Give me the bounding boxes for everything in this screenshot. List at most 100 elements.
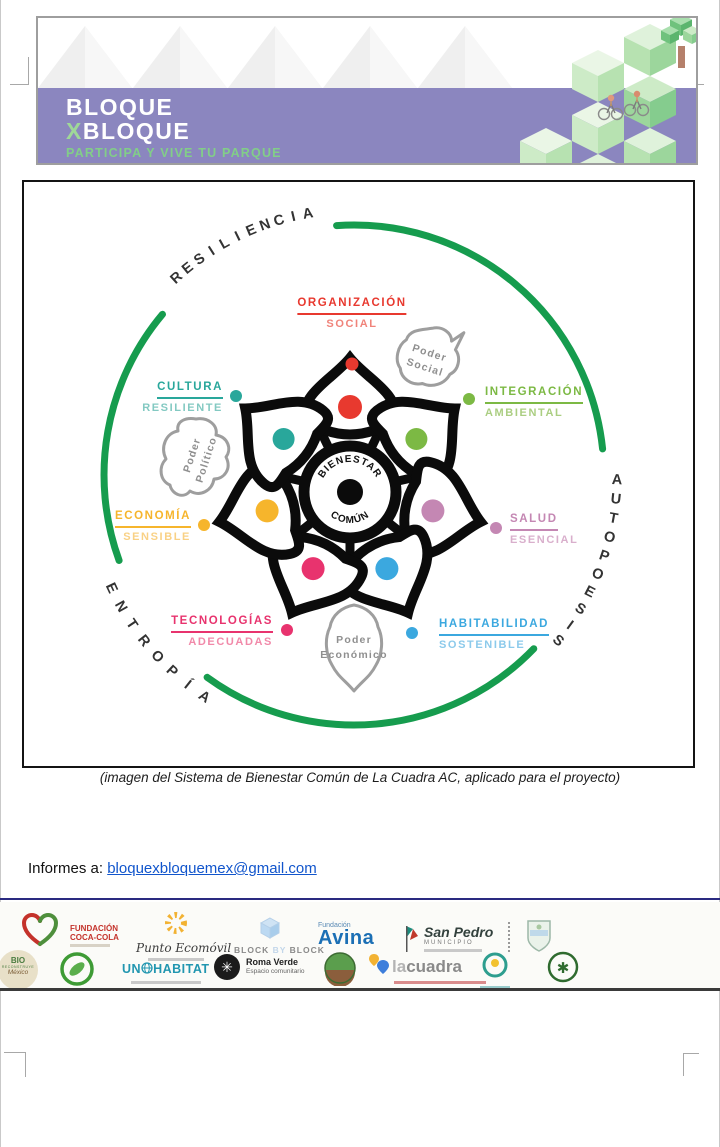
dot-tecnologias [301, 557, 325, 581]
svg-text:S: S [191, 250, 208, 269]
bullet-organizacion [345, 357, 359, 371]
svg-text:A: A [301, 205, 315, 223]
label-bullets [198, 357, 502, 639]
bullet-cultura [230, 390, 242, 402]
banner-title: BLOQUE XBLOQUE PARTICIPA Y VIVE TU PARQU… [66, 94, 282, 160]
fundacion-avina-logo: Fundación Avina [318, 922, 375, 949]
bio-reconstruye-logo: BIO RECONSTRUYE México [0, 950, 38, 988]
ecomovil-tagline-bar [148, 958, 204, 961]
sun-icon [165, 912, 187, 934]
contact-email-link[interactable]: bloquexbloquemex@gmail.com [107, 860, 317, 877]
svg-text:E: E [102, 580, 121, 596]
page-left-edge [0, 0, 1, 1147]
svg-text:Económico: Económico [320, 649, 387, 661]
svg-text:E: E [582, 583, 598, 602]
svg-text:Í: Í [181, 677, 195, 693]
sponsor-logo-strip: FUNDACIÓN COCA-COLA Punto Ecomóvil BLOCK … [0, 902, 720, 991]
label-cultura-resiliente: CULTURA RESILIENTE [142, 381, 223, 414]
svg-text:N: N [257, 216, 272, 235]
banner-zigzag-pattern [38, 26, 512, 88]
svg-text:E: E [244, 221, 259, 240]
tree-foliage [661, 18, 696, 44]
swirl-ring-icon [482, 952, 508, 978]
coca-cola-tagline-bar [70, 944, 110, 948]
green-seal-icon: ✱ [547, 951, 579, 983]
banner-x-accent: X [66, 117, 83, 144]
svg-text:Poder: Poder [336, 634, 372, 646]
banner-tagline: PARTICIPA Y VIVE TU PARQUE [66, 145, 282, 160]
san-pedro-flag-icon [406, 926, 418, 952]
banner: BLOQUE XBLOQUE PARTICIPA Y VIVE TU PARQU… [36, 16, 698, 165]
tree-trunk [678, 46, 685, 68]
svg-text:A: A [195, 688, 213, 707]
svg-text:R: R [134, 632, 153, 651]
label-organizacion-social: ORGANIZACIÓN SOCIAL [297, 297, 407, 330]
banner-cube-illustration [520, 18, 696, 163]
text-boundary-mark-top-left [10, 57, 29, 85]
svg-text:T: T [608, 510, 620, 527]
center-word-comun: COMÚN [328, 509, 371, 526]
svg-text:I: I [290, 209, 298, 225]
cyclist-figures [597, 90, 650, 121]
coca-cola-heart-icon [21, 912, 59, 946]
label-salud-esencial: SALUD ESENCIAL [510, 513, 579, 546]
petal-dots [255, 395, 445, 581]
vive-tu-cuadra-logo [480, 950, 510, 988]
green-leaf-ring-icon [60, 952, 94, 986]
earth-community-icon [324, 952, 356, 986]
dotted-separator [508, 922, 510, 952]
dot-salud [421, 499, 445, 523]
roma-verde-rosette-icon: ✳ [214, 954, 240, 980]
green-circle-arcs [100, 221, 607, 729]
bullet-tecnologias [281, 624, 293, 636]
svg-text:P: P [597, 547, 612, 565]
punto-ecomovil-logo: Punto Ecomóvil [136, 910, 231, 961]
svg-text:✱: ✱ [557, 960, 570, 977]
block-by-block-logo: BLOCK BY BLOCK [234, 916, 324, 955]
banner-title-line1: BLOQUE [66, 94, 174, 120]
svg-text:T: T [122, 616, 140, 632]
bullet-salud [490, 522, 502, 534]
bullet-integracion [463, 393, 475, 405]
svg-text:S: S [549, 632, 567, 651]
dot-economia [255, 499, 279, 523]
diagram-caption: (imagen del Sistema de Bienestar Común d… [99, 770, 621, 785]
municipal-crest-icon [527, 920, 551, 952]
svg-text:O: O [147, 647, 166, 666]
svg-text:A: A [611, 472, 623, 488]
label-tecnologias-adecuadas: TECNOLOGÍAS ADECUADAS [171, 615, 273, 648]
block-cubes-icon [259, 917, 281, 939]
label-integracion-ambiental: INTEGRACIÓN AMBIENTAL [485, 386, 584, 419]
svg-text:L: L [217, 234, 233, 252]
text-boundary-mark-bottom-right [683, 1053, 699, 1076]
svg-text:O: O [589, 565, 606, 584]
svg-text:P: P [163, 662, 181, 681]
contact-label: Informes a: [28, 860, 108, 877]
svg-text:✳: ✳ [221, 959, 233, 975]
map-pins-icon [369, 954, 389, 974]
cloud-poder-social: Poder Social [395, 326, 466, 387]
san-pedro-tagline-bar [424, 949, 482, 952]
footer-separator-line [0, 898, 720, 900]
center-dot [337, 479, 363, 505]
flower-petals [211, 350, 489, 620]
svg-text:U: U [610, 491, 622, 508]
svg-text:O: O [602, 529, 617, 547]
un-habitat-tagline-bar [130, 981, 201, 984]
svg-text:I: I [563, 618, 576, 633]
text-boundary-mark-bottom-left [4, 1052, 26, 1077]
banner-title-line2: XBLOQUE [66, 117, 191, 144]
dot-organizacion [338, 395, 362, 419]
label-economia-sensible: ECONOMÍA SENSIBLE [114, 510, 191, 543]
dot-habitabilidad [375, 557, 399, 581]
ring-word-resiliencia: RESIL I EN C I A [167, 205, 315, 287]
dot-cultura [272, 428, 295, 450]
san-pedro-logo-text: San Pedro MUNICIPIO [424, 924, 493, 952]
bullet-economia [198, 519, 210, 531]
globe-icon [141, 962, 153, 974]
un-habitat-logo: UN HABITAT [122, 960, 210, 984]
svg-text:N: N [111, 598, 130, 615]
vive-tu-cuadra-text-bar [480, 986, 510, 988]
flower [211, 350, 489, 620]
